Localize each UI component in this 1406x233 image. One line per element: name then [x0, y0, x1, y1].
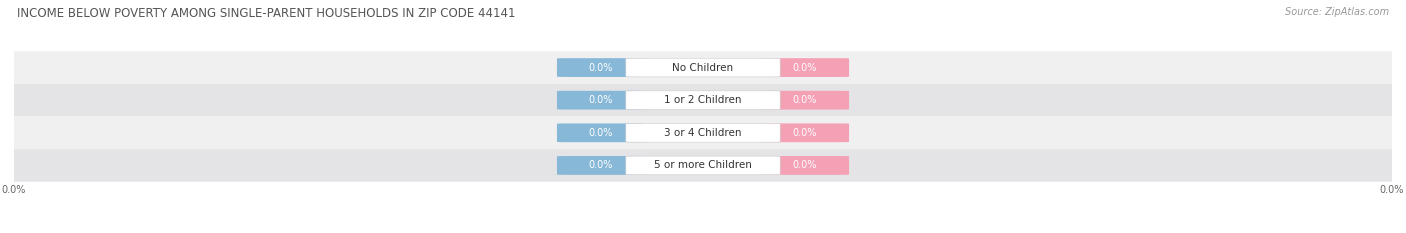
Text: 3 or 4 Children: 3 or 4 Children	[664, 128, 742, 138]
Text: INCOME BELOW POVERTY AMONG SINGLE-PARENT HOUSEHOLDS IN ZIP CODE 44141: INCOME BELOW POVERTY AMONG SINGLE-PARENT…	[17, 7, 516, 20]
Text: 0.0%: 0.0%	[793, 95, 817, 105]
FancyBboxPatch shape	[626, 156, 780, 175]
Text: 0.0%: 0.0%	[589, 63, 613, 72]
FancyBboxPatch shape	[761, 156, 849, 175]
FancyBboxPatch shape	[557, 58, 645, 77]
Text: 0.0%: 0.0%	[793, 63, 817, 72]
FancyBboxPatch shape	[557, 156, 645, 175]
FancyBboxPatch shape	[557, 123, 645, 142]
FancyBboxPatch shape	[626, 123, 780, 142]
Text: Source: ZipAtlas.com: Source: ZipAtlas.com	[1285, 7, 1389, 17]
Text: 1 or 2 Children: 1 or 2 Children	[664, 95, 742, 105]
Text: 0.0%: 0.0%	[589, 128, 613, 138]
Text: 5 or more Children: 5 or more Children	[654, 161, 752, 170]
FancyBboxPatch shape	[761, 123, 849, 142]
FancyBboxPatch shape	[14, 51, 1392, 84]
FancyBboxPatch shape	[14, 116, 1392, 149]
Text: No Children: No Children	[672, 63, 734, 72]
FancyBboxPatch shape	[626, 58, 780, 77]
Text: 0.0%: 0.0%	[793, 161, 817, 170]
FancyBboxPatch shape	[557, 91, 645, 110]
FancyBboxPatch shape	[14, 149, 1392, 182]
Text: 0.0%: 0.0%	[589, 95, 613, 105]
Text: 0.0%: 0.0%	[589, 161, 613, 170]
FancyBboxPatch shape	[761, 91, 849, 110]
FancyBboxPatch shape	[626, 91, 780, 110]
FancyBboxPatch shape	[761, 58, 849, 77]
Text: 0.0%: 0.0%	[793, 128, 817, 138]
FancyBboxPatch shape	[14, 84, 1392, 116]
